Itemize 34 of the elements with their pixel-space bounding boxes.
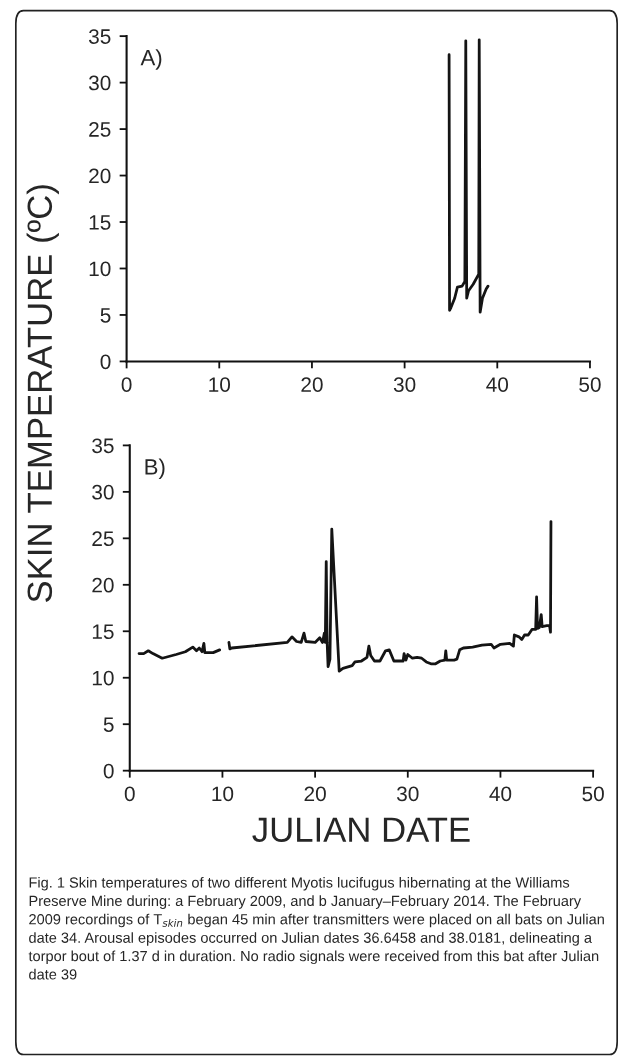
x-tick-label: 20 (304, 786, 326, 802)
x-axis-title: JULIAN DATE (252, 817, 470, 842)
x-tick-label: 40 (486, 377, 509, 392)
text: A) (140, 49, 162, 70)
y-tick-label: 5 (103, 717, 114, 732)
x-tick-label: 50 (579, 377, 601, 392)
y-tick-label: 35 (88, 29, 111, 44)
x-tick-label: 30 (396, 786, 419, 802)
y-axis-title: SKIN TEMPERATURE (ºC) (26, 185, 59, 602)
y-tick-label: 35 (92, 438, 114, 454)
y-tick-label: 5 (100, 308, 111, 323)
x-tick-label: 50 (582, 786, 604, 802)
x-tick-label: 30 (393, 377, 416, 392)
x-tick-label: 10 (209, 377, 231, 392)
y-tick-label: 30 (92, 484, 114, 500)
x-tick-label: 0 (121, 377, 132, 392)
x-tick-label: 0 (124, 786, 135, 802)
y-tick-label: 0 (100, 354, 111, 370)
y-tick-label: 25 (89, 122, 111, 137)
y-tick-label: 20 (89, 168, 111, 184)
line-series (447, 38, 490, 314)
y-tick-label: 25 (92, 531, 114, 547)
y-tick-label: 30 (88, 75, 111, 91)
x-tick-label: 20 (301, 377, 323, 392)
y-tick-label: 15 (92, 624, 114, 640)
y-tick-label: 0 (103, 763, 114, 779)
y-tick-label: 10 (89, 261, 111, 277)
caption: Fig. 1 Skin temperatures of two different Myotis lucifugus hibernating at the Williams Preserve Mine during: a February 2009, and b January–February 2014. The February 2009 recordings of T$_{skin}$ began 45 min after transmitters were placed on all bats on Julian date 34. Arousal episodes occurred on Julian dates 36.6458 and 38.0181, delineating a torpor bout of 1.37 d in duration. No radio signals were received from this bat after Julian date 39 (28, 876, 604, 980)
y-tick-label: 15 (89, 215, 111, 230)
y-tick-label: 10 (92, 670, 114, 686)
x-tick-label: 40 (489, 786, 512, 802)
x-tick-label: 10 (212, 786, 234, 802)
text: B) (145, 458, 165, 480)
y-tick-label: 20 (92, 577, 114, 593)
